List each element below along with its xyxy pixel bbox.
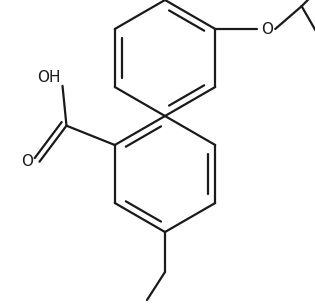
Text: O: O (21, 154, 33, 169)
Text: OH: OH (37, 71, 60, 85)
Text: O: O (261, 22, 273, 36)
